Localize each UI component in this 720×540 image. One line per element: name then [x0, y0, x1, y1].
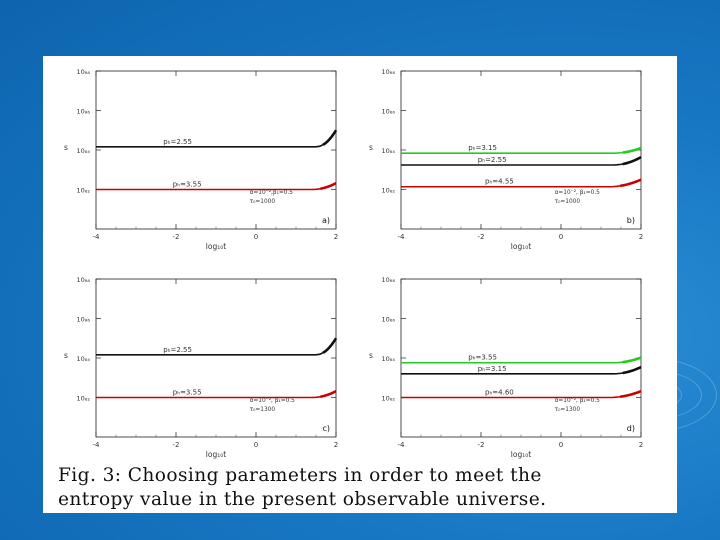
y-tick-label: 10₈₈: [382, 68, 396, 76]
series-line: [401, 156, 642, 166]
y-tick-label: 10₈₄: [382, 355, 396, 363]
series-label: pₕ=4.55: [485, 178, 514, 186]
y-tick-label: 10₈₆: [382, 316, 396, 324]
series-line: [96, 390, 337, 399]
x-tick-label: -2: [478, 233, 485, 241]
y-tick-label: 10₈₂: [77, 187, 91, 195]
param-annotation: τ₀=1300: [250, 407, 276, 413]
y-axis-label: s: [369, 143, 373, 152]
series-label: pₕ=3.15: [478, 365, 507, 373]
series-line-end: [622, 365, 642, 375]
x-tick-label: 0: [559, 441, 563, 449]
panel-label: c): [322, 424, 330, 433]
y-axis-label: s: [64, 143, 68, 152]
chart-panel-2: -4 -2 0 2 10₈₈ 10₈₆ 10₈₄ 10₈₂ log₁₀t s pₕ=3.15 pₕ=2…: [369, 68, 643, 251]
x-axis-label: log₁₀t: [511, 242, 531, 251]
x-tick-label: 0: [559, 233, 563, 241]
chart-panel-4: -4 -2 0 2 10₈₈ 10₈₆ 10₈₄ 10₈₂ log₁₀t s pₕ=3.55 pₕ=3…: [369, 276, 643, 459]
series-line: [401, 178, 642, 188]
series-line: [401, 366, 642, 375]
param-annotation: τ₀=1000: [555, 199, 581, 205]
series-line: [401, 147, 642, 154]
x-tick-label: -4: [398, 233, 406, 241]
x-axis-label: log₁₀t: [206, 450, 226, 459]
series-label: pₕ=3.55: [173, 181, 202, 189]
series-line: [96, 337, 337, 356]
y-tick-label: 10₈₈: [77, 276, 91, 284]
panel-label: a): [322, 216, 330, 225]
series-line: [401, 390, 642, 399]
param-annotation: α=10⁻², β₁=0.5: [555, 397, 601, 404]
x-tick-label: -4: [93, 441, 101, 449]
figure-caption: Fig. 3: Choosing parameters in order to …: [58, 464, 673, 512]
caption-line-2: entropy value in the present observable …: [58, 489, 547, 510]
x-tick-label: -2: [173, 233, 180, 241]
param-annotation: α=10⁻², β₁=0.5: [555, 189, 601, 196]
series-label: pₕ=3.15: [468, 144, 497, 152]
x-tick-label: -4: [398, 441, 406, 449]
y-axis-label: s: [64, 351, 68, 360]
series-line-end: [622, 146, 642, 154]
x-axis-label: log₁₀t: [206, 242, 226, 251]
chart-panel-3: -4 -2 0 2 10₈₈ 10₈₆ 10₈₄ 10₈₂ log₁₀t s pₕ=2.55 pₕ=3…: [64, 276, 338, 459]
x-tick-label: 2: [334, 233, 338, 241]
y-axis-label: s: [369, 351, 373, 360]
y-tick-label: 10₈₂: [382, 187, 396, 195]
series-line: [401, 356, 642, 364]
series-line-end: [320, 182, 337, 191]
y-tick-label: 10₈₄: [77, 355, 91, 363]
series-line-end: [320, 390, 337, 399]
plot-frame: [400, 278, 642, 438]
y-tick-label: 10₈₈: [382, 276, 396, 284]
series-label: pₕ=2.55: [163, 138, 192, 146]
series-line-end: [322, 129, 338, 146]
y-tick-label: 10₈₄: [77, 147, 91, 155]
x-tick-label: -4: [93, 233, 101, 241]
series-label: pₕ=4.60: [485, 389, 514, 397]
series-label: pₕ=2.55: [163, 346, 192, 354]
y-tick-label: 10₈₆: [382, 108, 396, 116]
x-tick-label: 0: [254, 441, 258, 449]
y-tick-label: 10₈₄: [382, 147, 396, 155]
caption-line-1: Fig. 3: Choosing parameters in order to …: [58, 465, 542, 486]
figure-card: -4 -2 0 2 10₈₈ 10₈₆ 10₈₄ 10₈₂ log₁₀t s pₕ=2.55 pₕ=3…: [43, 56, 677, 513]
series-line: [96, 182, 337, 191]
param-annotation: τ₀=1300: [555, 407, 581, 413]
series-line-end: [622, 155, 642, 166]
param-annotation: α=10⁻², β₁=0.5: [250, 397, 296, 404]
x-tick-label: 2: [639, 233, 643, 241]
series-line-end: [622, 356, 642, 364]
x-tick-label: 2: [639, 441, 643, 449]
series-label: pₕ=3.55: [468, 354, 497, 362]
plot-frame: [95, 278, 337, 438]
x-axis-label: log₁₀t: [511, 450, 531, 459]
series-label: pₕ=3.55: [173, 389, 202, 397]
panel-label: d): [627, 424, 635, 433]
x-tick-label: 0: [254, 233, 258, 241]
chart-panel-1: -4 -2 0 2 10₈₈ 10₈₆ 10₈₄ 10₈₂ log₁₀t s pₕ=2.55 pₕ=3…: [64, 68, 338, 251]
y-tick-label: 10₈₂: [382, 395, 396, 403]
panel-label: b): [627, 216, 635, 225]
x-tick-label: 2: [334, 441, 338, 449]
series-line: [96, 129, 337, 148]
series-line-end: [620, 389, 642, 399]
x-tick-label: -2: [478, 441, 485, 449]
param-annotation: τ₀=1000: [250, 199, 276, 205]
plot-frame: [400, 70, 642, 230]
y-tick-label: 10₈₆: [77, 316, 91, 324]
y-tick-label: 10₈₈: [77, 68, 91, 76]
y-tick-label: 10₈₆: [77, 108, 91, 116]
series-line-end: [619, 178, 642, 188]
x-tick-label: -2: [173, 441, 180, 449]
plot-frame: [95, 70, 337, 230]
series-label: pₕ=2.55: [478, 156, 507, 164]
param-annotation: α=10⁻²,β₁=0.5: [250, 189, 294, 196]
series-line-end: [322, 337, 338, 354]
figure-plots: -4 -2 0 2 10₈₈ 10₈₆ 10₈₄ 10₈₂ log₁₀t s pₕ=2.55 pₕ=3…: [64, 68, 643, 459]
y-tick-label: 10₈₂: [77, 395, 91, 403]
